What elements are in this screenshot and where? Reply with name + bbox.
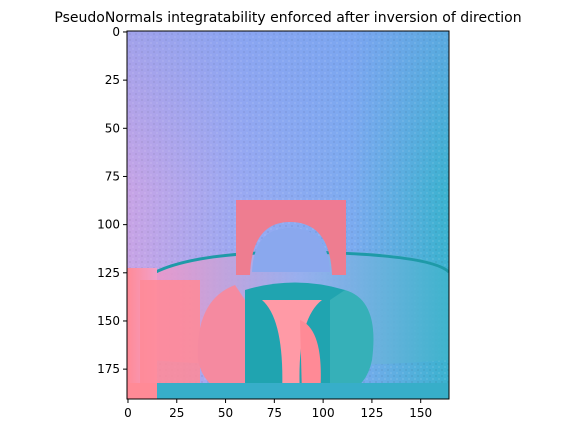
y-tick-label: 175 (97, 362, 120, 376)
vase-right-pink (300, 320, 321, 395)
y-axis-ticks: 0 25 50 75 100 125 150 175 (97, 25, 127, 376)
table-edge-pink (127, 383, 157, 399)
y-tick-label: 150 (97, 314, 120, 328)
y-tick-label: 75 (105, 169, 120, 183)
y-tick-label: 0 (112, 25, 120, 39)
y-tick-label: 50 (105, 121, 120, 135)
ring-arch (236, 210, 346, 275)
vase-right-lobe (330, 290, 374, 395)
x-tick-label: 0 (124, 406, 132, 420)
x-tick-label: 125 (360, 406, 383, 420)
chart-title: PseudoNormals integratability enforced a… (54, 10, 521, 26)
table-edge (127, 383, 449, 399)
y-tick-label: 25 (105, 73, 120, 87)
vase-left-lobe (197, 285, 245, 395)
x-axis-ticks: 0 25 50 75 100 125 150 (124, 399, 432, 420)
x-tick-label: 25 (169, 406, 184, 420)
vase-center-pink (262, 300, 322, 395)
x-tick-label: 75 (267, 406, 282, 420)
y-tick-label: 125 (97, 266, 120, 280)
x-tick-label: 150 (409, 406, 432, 420)
y-tick-label: 100 (97, 218, 120, 232)
x-tick-label: 100 (312, 406, 335, 420)
ring-inner (252, 228, 330, 272)
left-pink-lower (140, 280, 200, 390)
x-tick-label: 50 (218, 406, 233, 420)
image-area (127, 31, 449, 399)
plot-frame (126, 30, 450, 400)
